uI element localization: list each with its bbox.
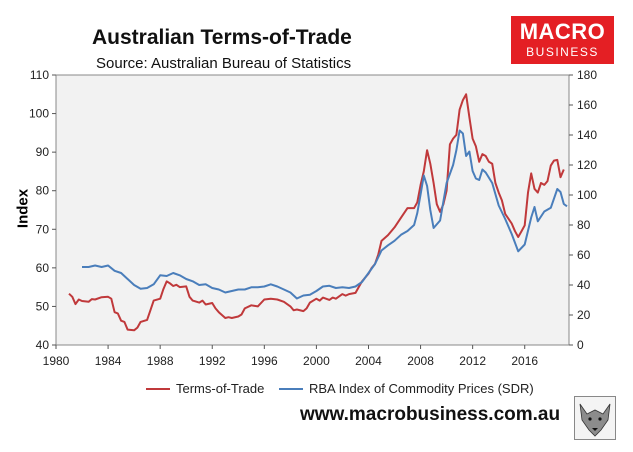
left-tick-label: 40: [36, 338, 50, 352]
x-tick-label: 1984: [95, 354, 122, 368]
left-tick-label: 80: [36, 184, 50, 198]
macrobusiness-logo: MACRO BUSINESS: [511, 16, 614, 64]
left-tick-label: 100: [29, 107, 49, 121]
x-tick-label: 2000: [303, 354, 330, 368]
legend-label-commodity: RBA Index of Commodity Prices (SDR): [309, 381, 534, 396]
right-tick-label: 60: [577, 248, 591, 262]
x-tick-label: 1992: [199, 354, 226, 368]
commodity-prices-line: [82, 129, 568, 300]
x-tick-label: 2008: [407, 354, 434, 368]
right-tick-label: 20: [577, 308, 591, 322]
right-tick-label: 100: [577, 188, 597, 202]
right-tick-label: 160: [577, 98, 597, 112]
right-tick-label: 140: [577, 128, 597, 142]
right-tick-label: 120: [577, 158, 597, 172]
wolf-icon: [574, 396, 616, 440]
website-url: www.macrobusiness.com.au: [300, 404, 561, 425]
x-tick-label: 1996: [251, 354, 278, 368]
x-tick-label: 1988: [147, 354, 174, 368]
right-tick-label: 180: [577, 68, 597, 82]
x-tick-label: 2016: [511, 354, 538, 368]
left-tick-label: 90: [36, 145, 50, 159]
plot-area: [55, 74, 570, 346]
left-tick-label: 60: [36, 261, 50, 275]
left-tick-label: 50: [36, 299, 50, 313]
x-tick-label: 1980: [43, 354, 70, 368]
left-tick-label: 110: [30, 68, 49, 82]
x-tick-label: 2012: [459, 354, 486, 368]
legend-label-terms-of-trade: Terms-of-Trade: [176, 381, 264, 396]
right-tick-label: 80: [577, 218, 591, 232]
logo-line-2: BUSINESS: [526, 45, 599, 59]
logo-line-1: MACRO: [519, 19, 606, 44]
chart-subtitle: Source: Australian Bureau of Statistics: [96, 55, 352, 72]
chart-title: Australian Terms-of-Trade: [92, 26, 352, 49]
right-tick-label: 0: [577, 338, 584, 352]
terms-of-trade-line: [68, 93, 565, 332]
right-tick-label: 40: [577, 278, 591, 292]
x-tick-label: 2004: [355, 354, 382, 368]
left-tick-label: 70: [36, 222, 50, 236]
